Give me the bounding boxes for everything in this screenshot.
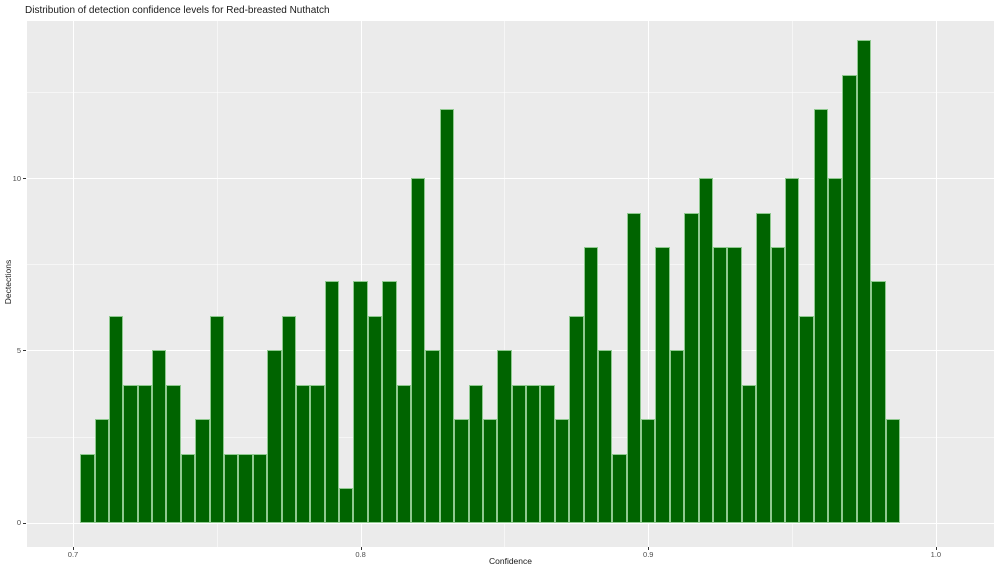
histogram-bar [828,178,843,523]
histogram-bar [367,315,383,523]
y-minor-gridline [27,91,994,93]
histogram-bar [454,419,469,523]
histogram-bar [281,315,296,523]
histogram-bar [166,384,181,523]
histogram-bar [641,419,656,523]
histogram-bar [324,281,340,523]
histogram-bar [468,384,483,523]
histogram-bar [669,350,685,523]
histogram-bar [813,109,829,523]
histogram-bar [741,384,757,523]
y-minor-gridline [27,264,994,266]
x-tick-mark [73,547,75,550]
histogram-bar [871,281,886,523]
histogram-bar [396,384,411,523]
plot-panel [27,21,994,547]
histogram-bar [712,247,728,523]
x-minor-gridline [216,21,218,547]
histogram-bar [425,350,440,523]
histogram-bar [310,384,325,523]
histogram-bar [569,315,584,523]
histogram-bar [612,453,627,523]
y-tick-label: 10 [12,173,21,183]
histogram-bar [727,247,742,523]
chart-title: Distribution of detection confidence lev… [25,5,330,16]
y-major-gridline [27,178,994,179]
y-tick-mark [23,350,26,352]
histogram-bar [123,384,138,523]
histogram-bar [267,350,282,523]
histogram-bar [799,315,814,523]
x-tick-label: 0.8 [355,550,366,559]
histogram-bar [209,315,225,523]
histogram-bar [410,178,426,523]
histogram-bar [842,74,857,523]
histogram-bar [554,419,570,523]
histogram-bar [698,178,713,523]
histogram-bar [770,247,785,523]
x-major-gridline [935,21,937,547]
histogram-bar [497,350,512,523]
histogram-bar [108,315,124,523]
histogram-bar [583,247,598,523]
histogram-bar [252,453,268,523]
x-tick-label: 0.9 [643,550,654,559]
histogram-bar [152,350,167,523]
histogram-bar [137,384,153,523]
histogram-bar [626,212,642,523]
x-major-gridline [648,21,650,547]
x-tick-mark [935,547,937,550]
histogram-bar [482,419,498,523]
histogram-bar [784,178,800,523]
histogram-bar [195,419,210,523]
histogram-bar [655,247,670,523]
y-major-gridline [27,522,994,524]
histogram-bar [885,419,900,523]
histogram-bar [856,40,872,523]
histogram-bar [756,212,771,523]
y-tick-label: 0 [16,518,21,528]
histogram-bar [540,384,555,523]
x-tick-mark [360,547,362,550]
y-tick-label: 5 [16,345,21,355]
histogram-bar [382,281,397,523]
histogram-bar [238,453,253,523]
x-minor-gridline [504,21,506,547]
histogram-bar [597,350,613,523]
histogram-bar [339,488,354,523]
histogram-bar [180,453,196,523]
x-axis-label: Confidence [488,556,532,566]
histogram-bar [511,384,527,523]
y-tick-mark [23,178,26,179]
y-axis-label: Dectections [3,259,13,305]
histogram-bar [439,109,455,523]
x-tick-label: 0.7 [67,550,79,559]
y-tick-mark [23,522,26,524]
x-tick-mark [648,547,650,550]
histogram-bar [224,453,239,523]
x-tick-label: 1.0 [930,550,942,559]
histogram-bar [80,453,95,523]
histogram-bar [295,384,311,523]
x-major-gridline [73,21,75,547]
histogram-bar [526,384,541,523]
histogram-bar [684,212,699,523]
histogram-bar [353,281,368,523]
histogram-bar [94,419,109,523]
